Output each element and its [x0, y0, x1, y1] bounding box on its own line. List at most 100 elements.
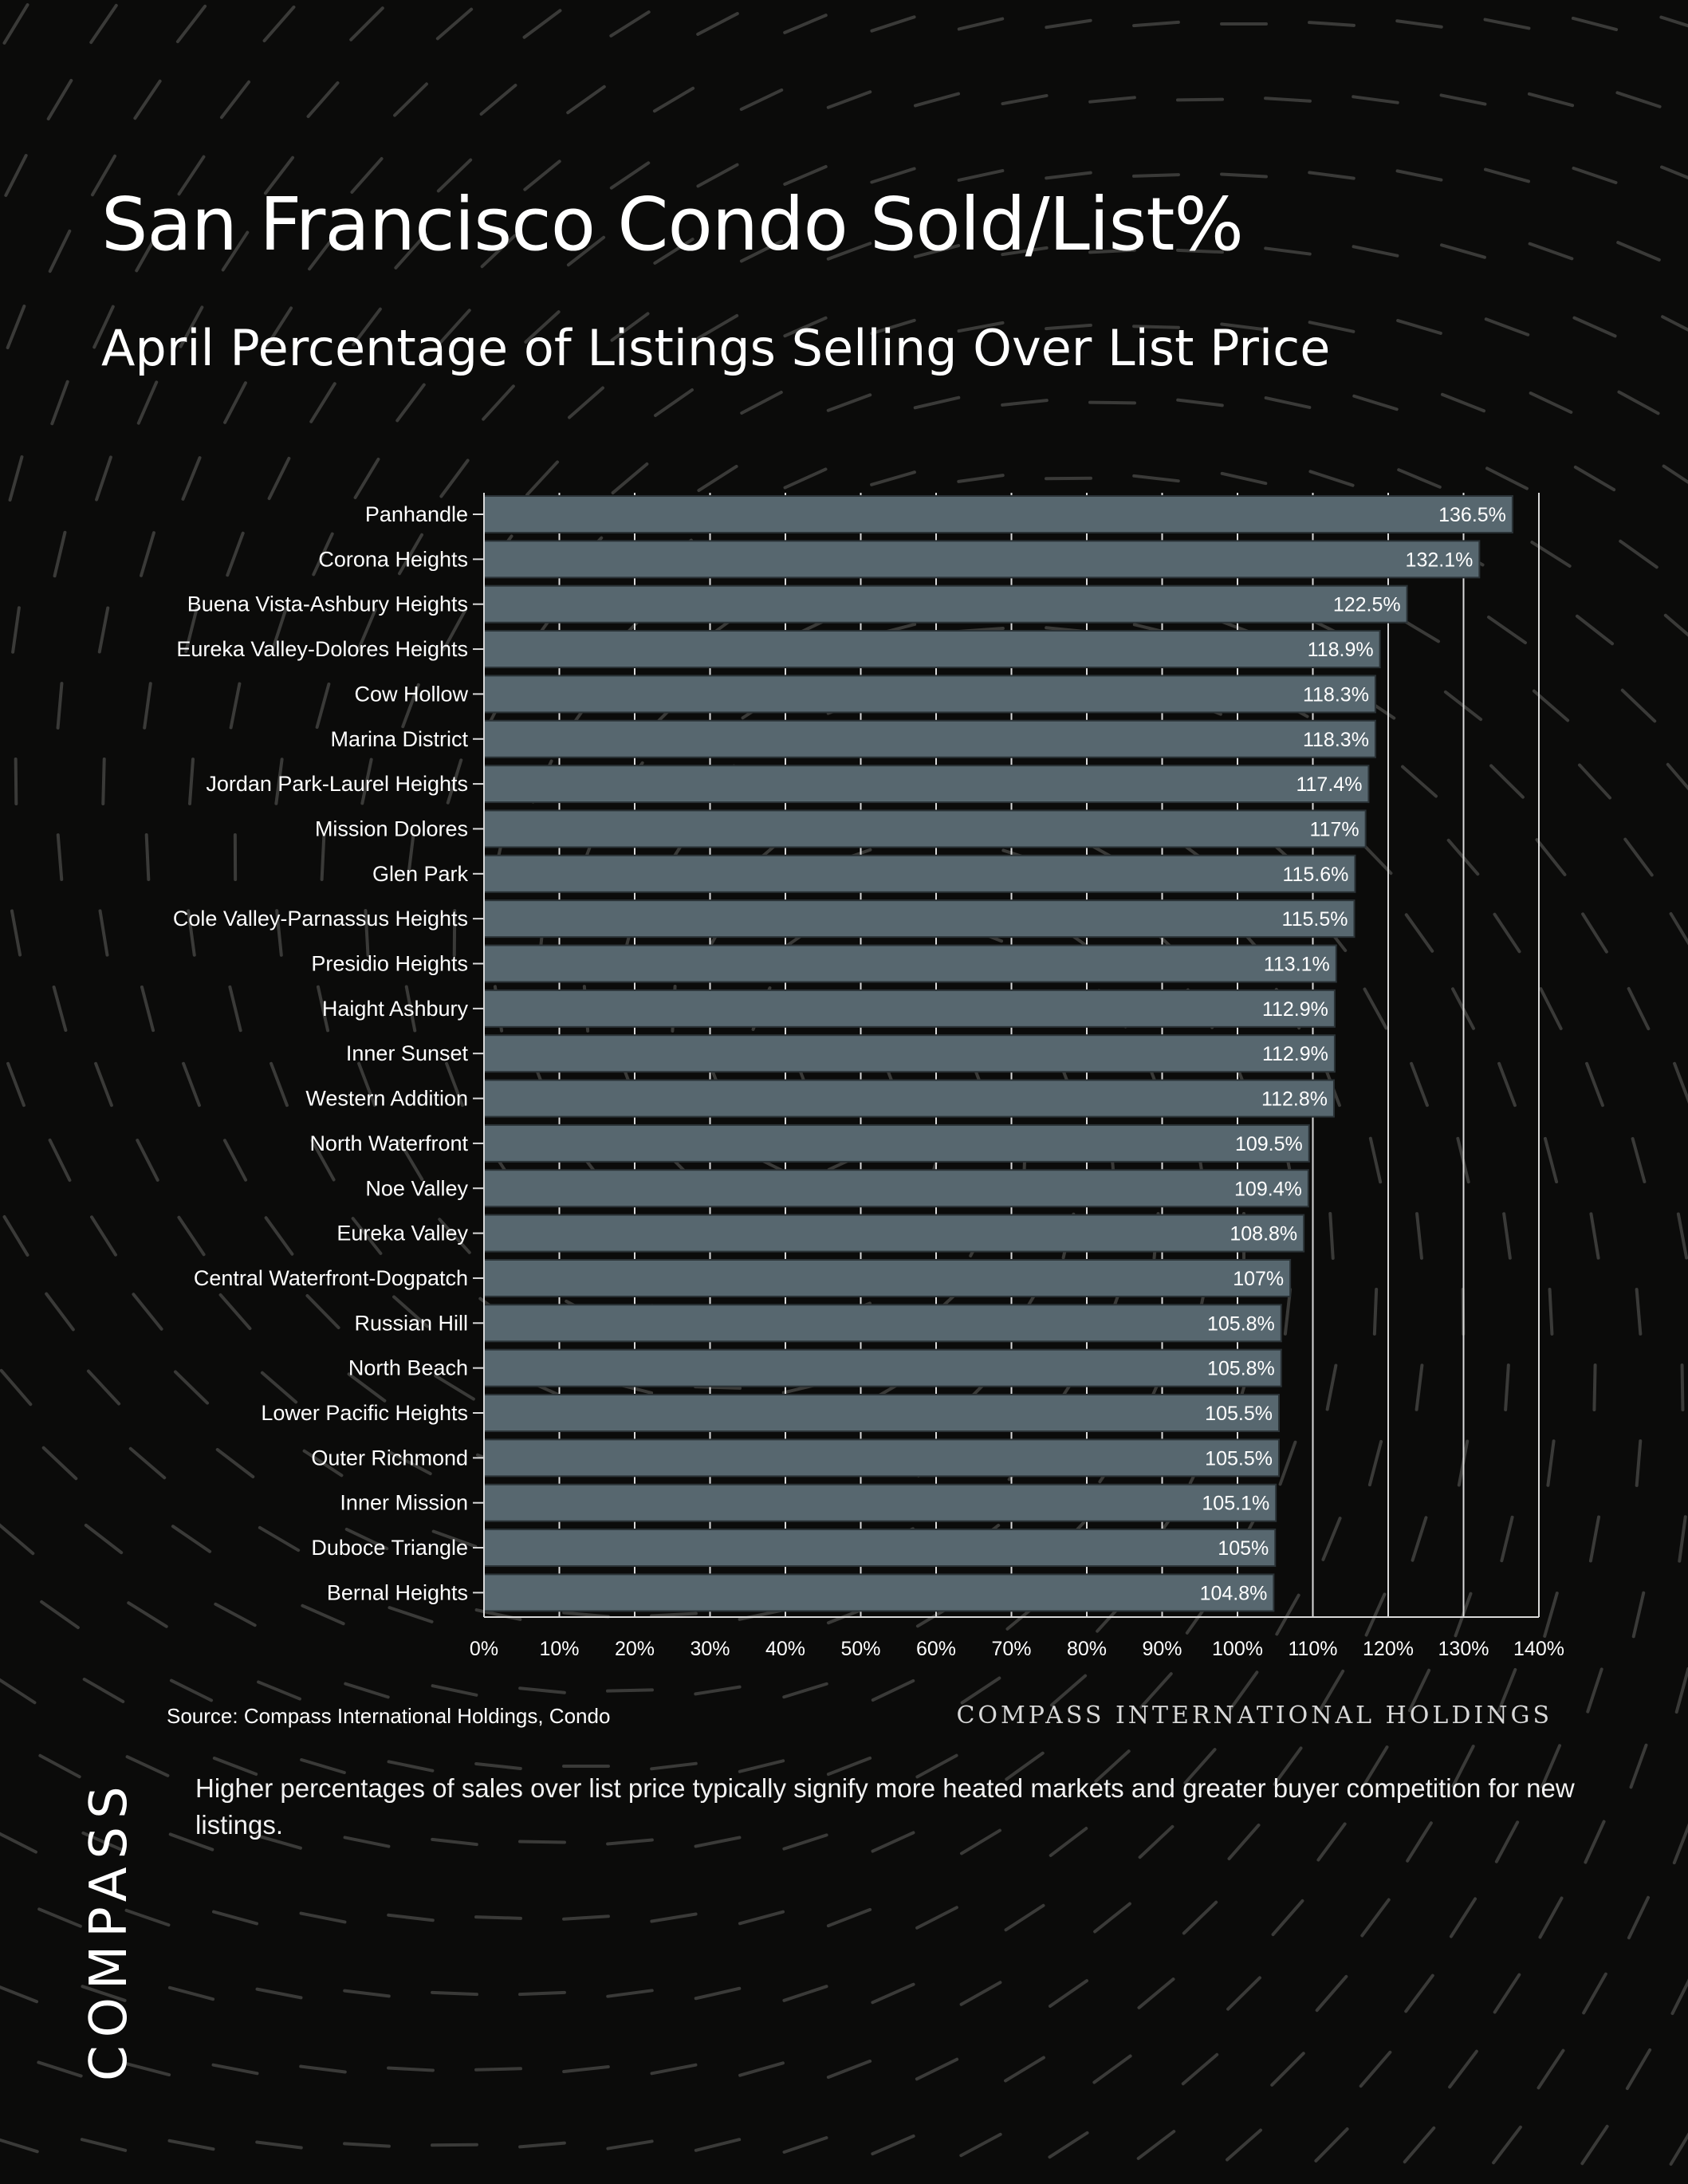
bg-dash: [128, 1446, 167, 1480]
bg-dash: [783, 316, 828, 338]
bg-dash: [1278, 1440, 1297, 1486]
bg-dash: [1360, 1898, 1391, 1938]
bg-dash: [1631, 1591, 1646, 1639]
bg-dash: [1635, 1439, 1643, 1487]
bg-dash: [301, 1604, 345, 1626]
bg-dash: [1489, 764, 1525, 799]
data-label: 117.4%: [1296, 773, 1362, 796]
bg-dash: [782, 1985, 828, 2002]
bg-dash: [653, 388, 694, 417]
bg-dash: [1669, 2132, 1688, 2166]
bg-dash: [1325, 1364, 1338, 1411]
bg-dash: [1220, 322, 1268, 332]
bg-dash: [650, 1611, 698, 1618]
bg-dash: [94, 1061, 113, 1108]
bg-dash: [1264, 396, 1312, 409]
bg-dash: [347, 1372, 387, 1403]
category-label: Corona Heights: [318, 547, 468, 571]
bg-dash: [1577, 763, 1612, 800]
footnote: Higher percentages of sales over list pr…: [195, 1773, 1575, 1840]
bg-dash: [1049, 1827, 1088, 1857]
bg-dash: [393, 82, 428, 117]
data-label: 105.1%: [1202, 1493, 1269, 1515]
bg-dash: [609, 161, 651, 190]
axes: 0% 10% 20% 30% 40% 50% 60% 70% 80% 90% 100% 110% 120…: [173, 493, 1564, 1659]
bg-dash: [0, 2138, 39, 2154]
bg-dash: [474, 1762, 522, 1770]
bar: [483, 899, 1356, 939]
bg-dash: [309, 382, 336, 423]
data-label: 115.6%: [1282, 864, 1348, 886]
bg-dash: [1271, 1899, 1304, 1937]
bg-dash: [1001, 93, 1049, 106]
bg-dash: [566, 85, 606, 115]
bg-dash: [696, 12, 739, 36]
bg-dash: [436, 158, 473, 193]
bg-dash: [1504, 1364, 1510, 1411]
bg-dash: [1404, 1973, 1434, 2013]
category-label: Eureka Valley: [336, 1222, 468, 1245]
bg-dash: [1403, 2126, 1436, 2164]
bg-dash: [1005, 1751, 1045, 1781]
bg-dash: [957, 474, 1005, 483]
bar: [483, 495, 1513, 533]
bg-dash: [957, 169, 1005, 182]
bg-dash: [518, 2141, 566, 2149]
bg-dash: [915, 1906, 958, 1930]
bg-dash: [349, 6, 384, 41]
bg-dash: [1572, 166, 1618, 185]
bg-dash: [350, 157, 384, 194]
bg-dash: [1001, 246, 1049, 257]
bg-dash: [1088, 248, 1136, 254]
bg-dash: [697, 464, 738, 493]
bg-dash: [181, 456, 202, 501]
bg-dash: [392, 1295, 429, 1328]
bg-dash: [1661, 315, 1688, 332]
bg-dash: [1620, 688, 1657, 723]
page-subtitle: April Percentage of Listings Selling Ove…: [101, 319, 1331, 377]
bg-dash: [260, 1371, 298, 1404]
bg-dash: [696, 163, 739, 188]
bg-dash: [344, 1527, 389, 1551]
compass-logo: COMPASS: [80, 1778, 139, 2081]
category-label: Mission Dolores: [315, 817, 468, 840]
bg-dash: [360, 758, 373, 805]
bg-dash: [1543, 1592, 1559, 1638]
bg-dash: [173, 1370, 210, 1405]
bar: [483, 1214, 1305, 1253]
bg-dash: [913, 92, 961, 108]
bg-dash: [1363, 987, 1388, 1030]
bg-dash: [177, 155, 206, 196]
bg-dash: [431, 1837, 478, 1847]
bg-dash: [562, 1914, 610, 1921]
bg-dash: [562, 1611, 610, 1619]
bg-dash: [356, 608, 377, 652]
bg-dash: [1494, 1820, 1520, 1863]
bg-dash: [696, 313, 739, 340]
bg-dash: [0, 1523, 35, 1556]
x-tick-label: 70%: [991, 1638, 1031, 1659]
bg-dash: [1415, 1364, 1424, 1411]
category-label: Presidio Heights: [311, 952, 468, 976]
bg-dash: [1368, 1136, 1383, 1184]
bg-dash: [1308, 321, 1356, 333]
bg-dash: [215, 1448, 255, 1478]
x-tick-label: 110%: [1288, 1638, 1337, 1659]
bg-dash: [274, 758, 284, 805]
bg-dash: [1362, 1745, 1389, 1787]
bg-dash: [1662, 464, 1688, 485]
bg-dash: [1500, 1515, 1514, 1563]
bg-dash: [871, 1982, 915, 2005]
bg-dash: [1397, 468, 1442, 489]
bg-dash: [48, 1138, 72, 1183]
bg-dash: [258, 1525, 301, 1552]
bg-dash: [222, 1139, 248, 1182]
bg-dash: [364, 909, 370, 957]
bg-dash: [187, 909, 196, 957]
bg-dash: [1396, 319, 1442, 335]
bg-dash: [435, 7, 474, 41]
bg-dash: [1619, 539, 1658, 569]
bg-dash: [264, 1216, 294, 1256]
x-tick-label: 90%: [1142, 1638, 1182, 1659]
bg-dash: [1367, 1439, 1383, 1487]
